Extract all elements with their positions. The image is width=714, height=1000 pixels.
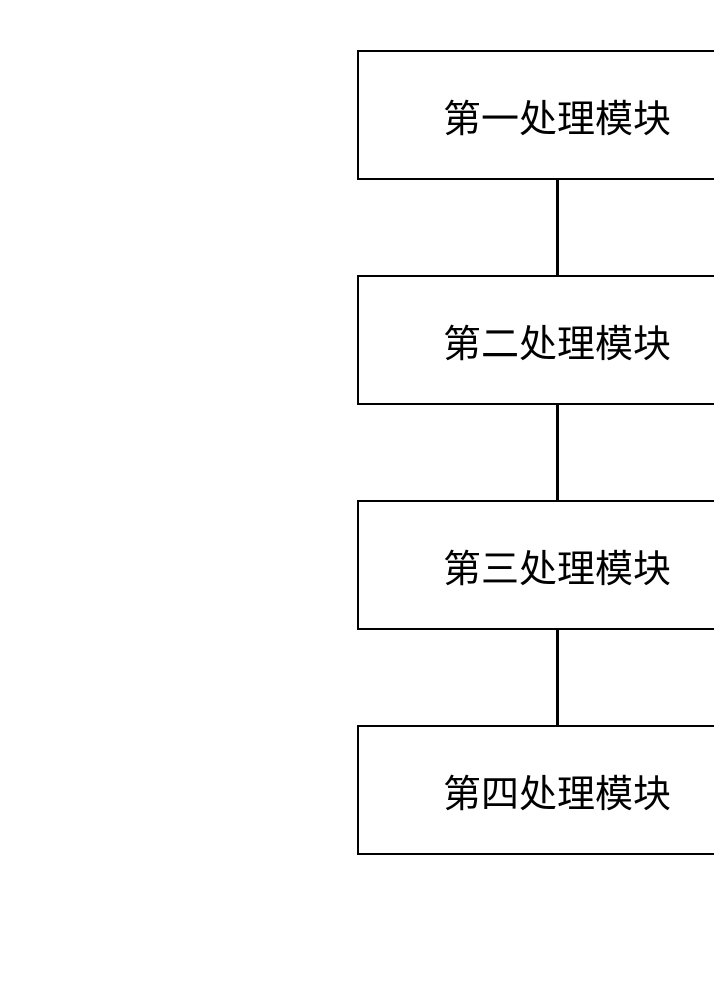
block-3-label: 第三处理模块 (443, 538, 671, 593)
block-1: 第一处理模块 (357, 50, 714, 180)
block-2-label: 第二处理模块 (443, 313, 671, 368)
connector-1-2 (556, 180, 559, 275)
block-4: 第四处理模块 (357, 725, 714, 855)
block-1-label: 第一处理模块 (443, 88, 671, 143)
block-2: 第二处理模块 (357, 275, 714, 405)
block-4-label: 第四处理模块 (443, 763, 671, 818)
connector-3-4 (556, 630, 559, 725)
block-3: 第三处理模块 (357, 500, 714, 630)
connector-2-3 (556, 405, 559, 500)
